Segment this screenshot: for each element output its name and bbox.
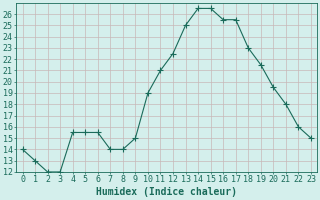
X-axis label: Humidex (Indice chaleur): Humidex (Indice chaleur): [96, 187, 237, 197]
